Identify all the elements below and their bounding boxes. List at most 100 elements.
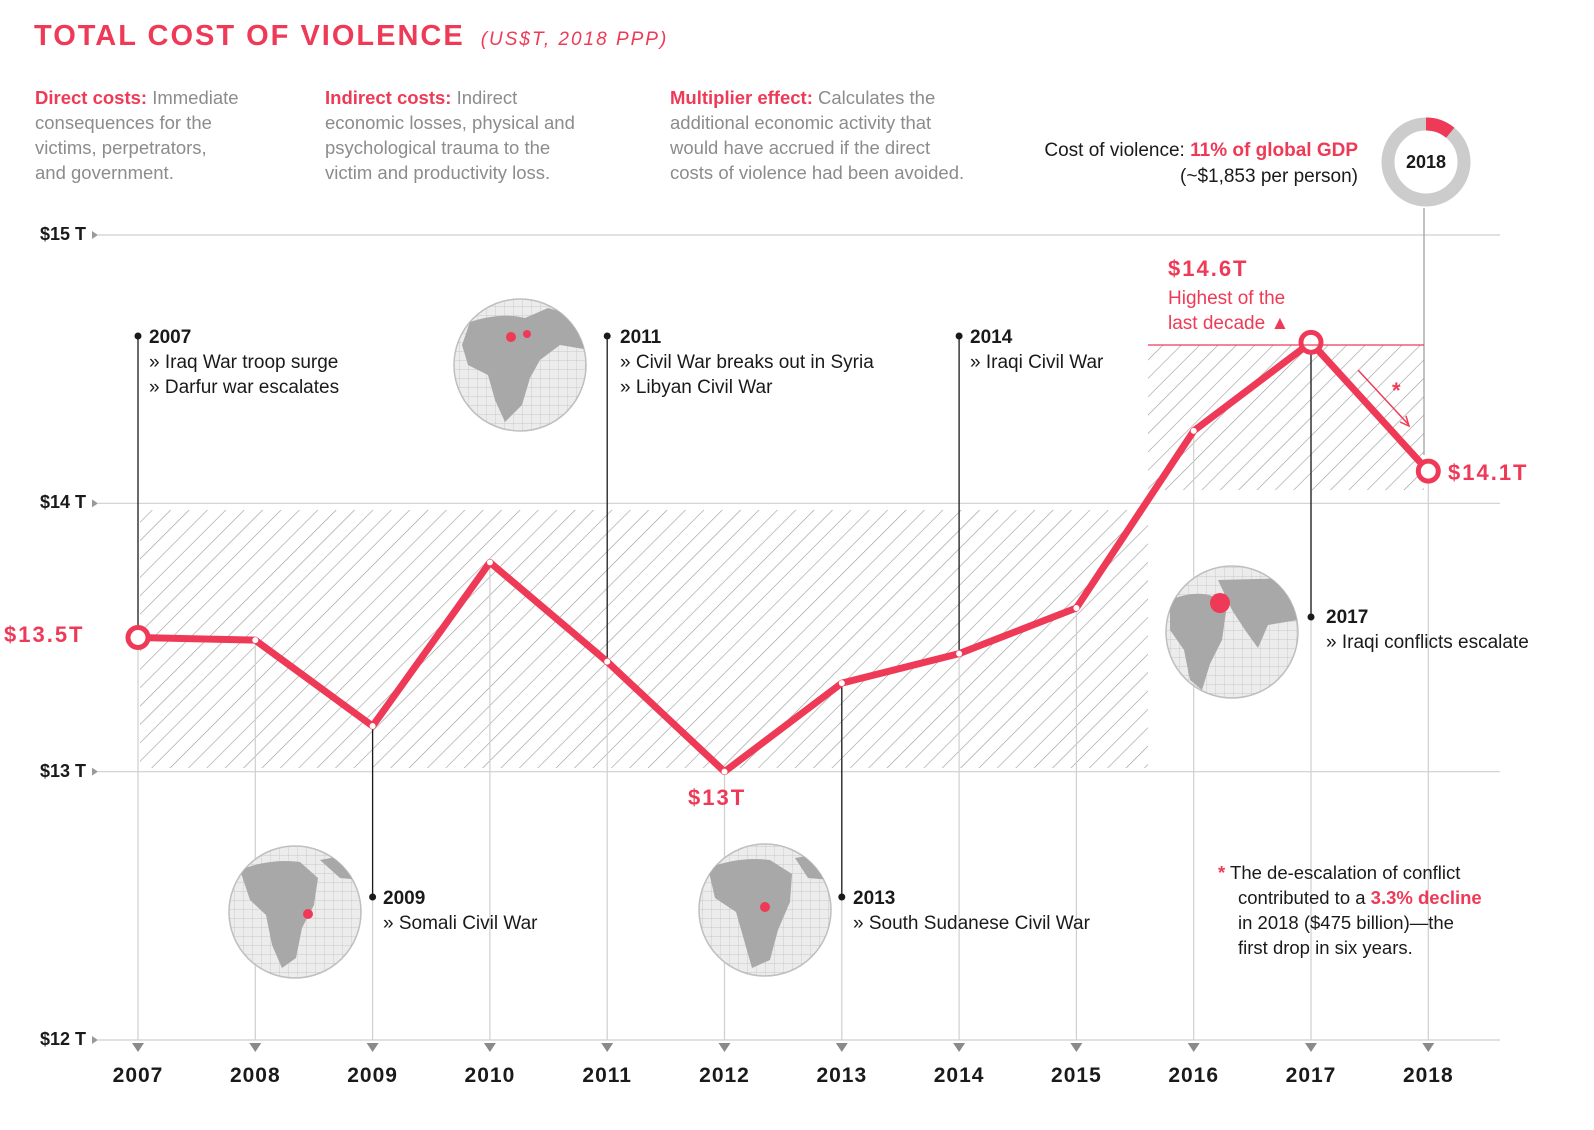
x-tick-label: 2017 <box>1285 1064 1337 1087</box>
event-year: 2017 <box>1326 607 1369 628</box>
definition-line: victims, perpetrators, <box>35 137 207 158</box>
event-2017: 2017 » Iraqi conflicts escalate <box>1326 605 1529 655</box>
event-item: » Somali Civil War <box>383 913 538 934</box>
event-leader-dot <box>369 893 377 901</box>
series-line <box>125 329 1441 776</box>
data-point-highlight <box>1415 458 1441 484</box>
x-tick-label: 2014 <box>933 1064 985 1087</box>
event-2014: 2014 » Iraqi Civil War <box>970 325 1103 375</box>
definition-line: victim and productivity loss. <box>325 162 551 183</box>
data-point <box>1073 604 1080 611</box>
event-2009: 2009 » Somali Civil War <box>383 886 538 936</box>
donut-slice <box>1425 117 1455 138</box>
x-tick-triangle <box>249 1043 262 1052</box>
x-tick-triangle <box>601 1043 614 1052</box>
data-point <box>721 768 728 775</box>
event-item: » South Sudanese Civil War <box>853 913 1090 934</box>
y-tick-arrow <box>92 767 98 776</box>
footnote-line: The de-escalation of conflict <box>1230 862 1461 883</box>
x-tick-triangle <box>718 1043 731 1052</box>
x-tick-label: 2016 <box>1168 1064 1220 1087</box>
y-tick-label: $15 T <box>39 224 86 244</box>
footnote-line: in 2018 ($475 billion)—the <box>1238 912 1454 933</box>
globe-east-africa-somalia <box>228 845 362 979</box>
hatch-band-main <box>140 510 1148 768</box>
axis <box>92 231 1435 1052</box>
y-tick-arrow <box>92 231 98 239</box>
globe-middle-east-africa <box>453 298 587 432</box>
x-tick-label: 2013 <box>816 1064 868 1087</box>
data-point <box>956 650 963 657</box>
event-markers <box>134 332 1315 901</box>
gdp-donut: 2018 <box>1381 117 1471 207</box>
data-point <box>604 658 611 665</box>
x-tick-label: 2018 <box>1402 1064 1454 1087</box>
event-item: » Iraqi conflicts escalate <box>1326 632 1529 653</box>
y-tick-arrow <box>92 499 98 508</box>
footnote-line: first drop in six years. <box>1238 937 1413 958</box>
x-tick-triangle <box>835 1043 848 1052</box>
x-tick-label: 2011 <box>582 1064 632 1087</box>
event-item: » Civil War breaks out in Syria <box>620 352 874 373</box>
definition-line: consequences for the <box>35 112 212 133</box>
event-item: » Iraq War troop surge <box>149 352 339 373</box>
chart-title: TOTAL COST OF VIOLENCE (US$T, 2018 PPP) <box>34 20 668 53</box>
footnote-highlight: 3.3% decline <box>1370 887 1482 908</box>
y-tick-label: $12 T <box>39 1029 86 1049</box>
title-text: TOTAL COST OF VIOLENCE <box>34 20 465 52</box>
data-point <box>252 637 259 644</box>
y-tick-label: $13 T <box>39 760 86 781</box>
x-tick-triangle <box>953 1043 966 1052</box>
value-label-low: $13T <box>688 785 747 810</box>
event-year: 2014 <box>970 327 1013 348</box>
event-leader-dot <box>134 332 142 340</box>
definition-multiplier-effect: Multiplier effect: Calculates the additi… <box>670 85 964 185</box>
x-tick-triangle <box>1070 1043 1083 1052</box>
value-label-end: $14.1T <box>1448 460 1529 485</box>
x-tick-label: 2010 <box>464 1064 516 1087</box>
decline-arrow: * <box>1357 369 1411 428</box>
definition-indirect-costs: Indirect costs: Indirect economic losses… <box>325 85 575 185</box>
x-tick-label: 2012 <box>699 1064 750 1087</box>
cost-per-person: (~$1,853 per person) <box>1180 166 1358 187</box>
event-leader-dot <box>1307 613 1315 621</box>
event-leader-dot <box>955 332 963 340</box>
x-tick-triangle <box>1422 1043 1435 1052</box>
x-tick-triangle <box>1187 1043 1200 1052</box>
data-point <box>838 680 845 687</box>
decline-asterisk: * <box>1392 378 1401 403</box>
globe-iraq <box>1165 565 1299 699</box>
peak-note-line: last decade ▲ <box>1168 313 1290 334</box>
series-polyline <box>134 338 1432 776</box>
definition-line: economic losses, physical and <box>325 112 575 133</box>
y-tick-label: $14 T <box>39 492 86 513</box>
cost-value: 11% of global GDP <box>1190 140 1358 161</box>
definition-line: and government. <box>35 162 174 183</box>
x-tick-label: 2008 <box>229 1064 281 1087</box>
footnote: * The de-escalation of conflict contribu… <box>1218 860 1482 960</box>
footnote-line: contributed to a <box>1238 887 1371 908</box>
event-item: » Darfur war escalates <box>149 377 340 398</box>
definition-text: Immediate <box>152 87 239 108</box>
event-item: » Libyan Civil War <box>620 377 773 398</box>
chart-subtitle: (US$T, 2018 PPP) <box>480 29 669 50</box>
x-tick-label: 2007 <box>112 1064 164 1087</box>
value-label-start: $13.5T <box>4 622 85 647</box>
definition-term: Direct costs: <box>35 87 148 108</box>
x-tick-triangle <box>483 1043 496 1052</box>
data-point <box>369 723 376 730</box>
definition-line: psychological trauma to the <box>325 137 551 158</box>
footnote-star: * <box>1218 862 1226 883</box>
cost-label: Cost of violence: <box>1044 140 1185 161</box>
definition-line: would have accrued if the direct <box>670 137 931 158</box>
x-tick-triangle <box>366 1043 379 1052</box>
event-year: 2013 <box>853 888 896 909</box>
event-year: 2009 <box>383 888 426 909</box>
definition-direct-costs: Direct costs: Immediate consequences for… <box>35 85 239 185</box>
definition-text: Indirect <box>456 87 518 108</box>
donut-year-label: 2018 <box>1406 152 1446 172</box>
definition-term: Indirect costs: <box>325 87 452 108</box>
data-point-highlight <box>1298 329 1324 355</box>
event-item: » Iraqi Civil War <box>970 352 1104 373</box>
peak-note: Highest of the last decade ▲ <box>1168 286 1289 336</box>
